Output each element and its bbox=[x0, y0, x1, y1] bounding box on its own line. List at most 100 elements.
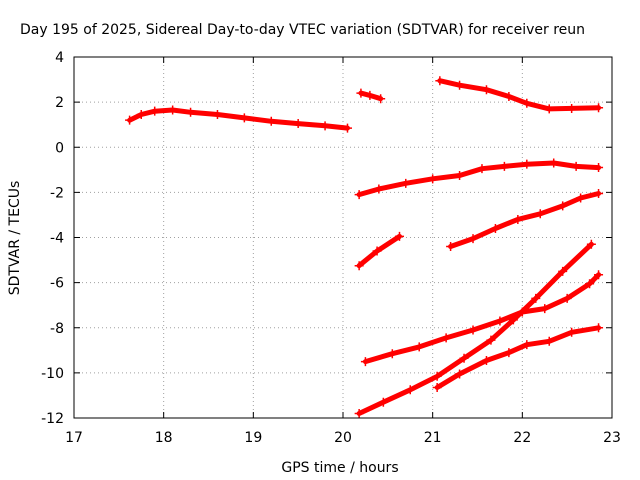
data-point bbox=[320, 121, 330, 131]
data-point bbox=[544, 104, 554, 114]
data-point bbox=[594, 103, 604, 113]
series-trace-5 bbox=[446, 189, 604, 252]
x-tick-label: 23 bbox=[603, 430, 621, 446]
y-tick-label: -12 bbox=[41, 411, 64, 427]
x-tick-label: 21 bbox=[424, 430, 442, 446]
series-band bbox=[356, 241, 594, 416]
series-trace-9 bbox=[432, 323, 604, 393]
data-point bbox=[567, 327, 577, 337]
data-point bbox=[428, 174, 438, 184]
data-point bbox=[455, 170, 465, 180]
series-trace-8 bbox=[354, 239, 596, 418]
data-point bbox=[354, 261, 364, 271]
data-point bbox=[455, 369, 465, 379]
data-point bbox=[522, 340, 532, 350]
data-point bbox=[266, 116, 276, 126]
series-trace-1 bbox=[125, 105, 352, 133]
data-point bbox=[360, 357, 370, 367]
y-tick-label: 4 bbox=[55, 50, 64, 66]
data-point bbox=[365, 90, 375, 100]
data-point bbox=[504, 91, 514, 101]
data-point bbox=[372, 246, 382, 256]
x-tick-label: 19 bbox=[244, 430, 262, 446]
data-point bbox=[376, 94, 386, 104]
data-point bbox=[594, 189, 604, 199]
y-tick-label: -6 bbox=[50, 276, 64, 292]
data-point bbox=[441, 333, 451, 343]
data-point bbox=[562, 293, 572, 303]
x-tick-label: 20 bbox=[334, 430, 352, 446]
series-trace-2 bbox=[356, 88, 386, 104]
series-trace-6 bbox=[354, 231, 404, 271]
series-band bbox=[434, 325, 602, 390]
data-point bbox=[432, 371, 442, 381]
data-point bbox=[432, 383, 442, 393]
data-point bbox=[576, 193, 586, 203]
data-point bbox=[481, 85, 491, 95]
data-point bbox=[414, 342, 424, 352]
x-tick-label: 22 bbox=[513, 430, 531, 446]
data-point bbox=[544, 336, 554, 346]
data-point bbox=[571, 161, 581, 171]
data-point bbox=[540, 304, 550, 314]
data-point bbox=[354, 190, 364, 200]
data-point bbox=[387, 349, 397, 359]
data-point bbox=[125, 115, 135, 125]
data-point bbox=[513, 214, 523, 224]
data-point bbox=[405, 385, 415, 395]
x-axis-label: GPS time / hours bbox=[281, 460, 398, 476]
data-point bbox=[522, 98, 532, 108]
data-point bbox=[468, 325, 478, 335]
data-point bbox=[558, 266, 568, 276]
data-point bbox=[468, 234, 478, 244]
data-point bbox=[594, 323, 604, 333]
y-tick-label: -2 bbox=[50, 185, 64, 201]
series-band bbox=[448, 191, 602, 249]
data-series bbox=[125, 76, 604, 418]
x-tick-label: 18 bbox=[155, 430, 173, 446]
data-point bbox=[495, 316, 505, 326]
data-point bbox=[594, 270, 604, 280]
data-point bbox=[354, 408, 364, 418]
data-point bbox=[594, 163, 604, 173]
data-point bbox=[150, 106, 160, 116]
data-point bbox=[186, 107, 196, 117]
data-point bbox=[531, 293, 541, 303]
data-point bbox=[455, 80, 465, 90]
data-point bbox=[435, 76, 445, 86]
data-point bbox=[486, 335, 496, 345]
y-tick-label: 2 bbox=[55, 95, 64, 111]
y-tick-label: 0 bbox=[55, 140, 64, 156]
data-point bbox=[585, 279, 595, 289]
data-point bbox=[212, 110, 222, 120]
y-tick-label: -8 bbox=[50, 321, 64, 337]
data-point bbox=[504, 348, 514, 358]
chart-title: Day 195 of 2025, Sidereal Day-to-day VTE… bbox=[20, 22, 585, 38]
series-trace-7 bbox=[360, 270, 604, 367]
data-point bbox=[567, 103, 577, 113]
data-point bbox=[586, 239, 596, 249]
data-point bbox=[374, 184, 384, 194]
y-tick-label: -10 bbox=[41, 366, 64, 382]
data-point bbox=[168, 105, 178, 115]
data-point bbox=[394, 231, 404, 241]
data-point bbox=[490, 223, 500, 233]
series-band bbox=[356, 160, 602, 198]
data-point bbox=[239, 113, 249, 123]
data-point bbox=[342, 123, 352, 133]
data-point bbox=[535, 209, 545, 219]
data-point bbox=[481, 355, 491, 365]
data-point bbox=[558, 201, 568, 211]
data-point bbox=[356, 88, 366, 98]
data-point bbox=[499, 161, 509, 171]
data-point bbox=[508, 315, 518, 325]
series-trace-3 bbox=[435, 76, 604, 114]
data-point bbox=[549, 158, 559, 168]
y-axis-label: SDTVAR / TECUs bbox=[7, 181, 23, 296]
data-point bbox=[522, 159, 532, 169]
axis-ticks: 17 18 19 20 21 22 23 -12 -10 -8 -6 -4 -2 0 2 4 bbox=[41, 50, 621, 446]
data-point bbox=[401, 178, 411, 188]
data-point bbox=[477, 164, 487, 174]
data-point bbox=[293, 119, 303, 129]
